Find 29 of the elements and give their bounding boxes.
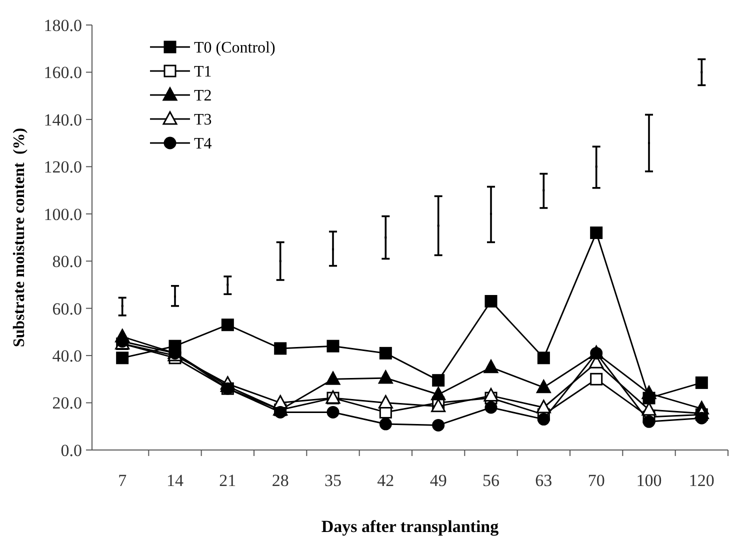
x-tick-label: 7 [118, 471, 128, 490]
y-tick-label: 100.0 [44, 204, 82, 224]
y-tick-label: 180.0 [44, 16, 82, 35]
x-tick-label: 100 [636, 471, 662, 490]
y-tick-label: 20.0 [52, 394, 82, 413]
legend-label: T2 [194, 88, 212, 105]
y-tick-label: 80.0 [52, 252, 82, 272]
x-tick-label: 35 [324, 471, 342, 490]
x-tick-label: 120 [688, 471, 714, 490]
x-tick-label: 21 [219, 471, 236, 490]
x-tick-label: 63 [535, 471, 552, 490]
y-axis-title: Substrate moisture content (%) [11, 128, 28, 348]
y-tick-label: 140.0 [44, 110, 82, 130]
legend-label: T1 [194, 64, 212, 81]
legend-label: T0 (Control) [194, 40, 276, 57]
legend-label: T3 [194, 112, 212, 129]
x-tick-label: 56 [482, 471, 500, 490]
x-tick-label: 14 [166, 471, 184, 490]
x-axis-title: Days after transplanting [321, 517, 500, 536]
x-tick-label: 70 [588, 471, 605, 490]
y-tick-label: 60.0 [52, 299, 82, 318]
y-tick-label: 160.0 [44, 63, 82, 82]
y-tick-label: 0.0 [60, 440, 82, 460]
y-tick-label: 40.0 [52, 346, 82, 366]
x-tick-label: 28 [272, 471, 289, 490]
x-tick-label: 42 [377, 471, 394, 490]
x-tick-label: 49 [430, 471, 447, 490]
legend-label: T4 [194, 136, 212, 153]
y-tick-label: 120.0 [44, 158, 82, 177]
